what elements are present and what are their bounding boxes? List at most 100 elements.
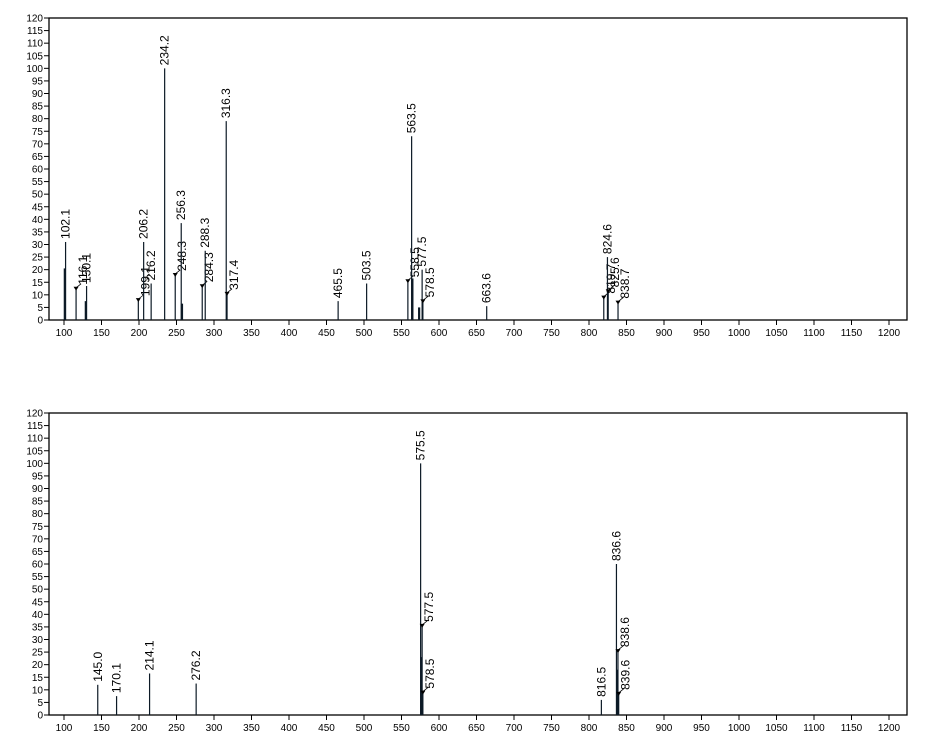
peak-marker-icon [616, 691, 622, 696]
peak-label: 316.3 [219, 88, 233, 118]
peak-label: 838.6 [618, 617, 632, 647]
y-tick-label: 50 [32, 585, 44, 596]
y-tick-label: 30 [32, 240, 44, 251]
y-tick-label: 65 [32, 152, 44, 163]
peak-marker-icon [405, 279, 411, 284]
x-tick-label: 800 [581, 723, 598, 734]
y-tick-label: 10 [32, 685, 44, 696]
peak-label: 578.5 [423, 267, 437, 297]
peak-label: 825.6 [608, 257, 622, 287]
x-tick-label: 150 [93, 723, 110, 734]
peak-label: 288.3 [198, 217, 212, 247]
y-tick-label: 45 [32, 597, 44, 608]
peak-label: 836.6 [609, 531, 623, 561]
y-tick-label: 100 [26, 64, 43, 75]
x-tick-label: 950 [693, 723, 710, 734]
x-tick-label: 350 [243, 328, 260, 339]
y-tick-label: 115 [27, 26, 43, 37]
peak-label: 284.3 [202, 252, 216, 282]
y-tick-label: 50 [32, 190, 44, 201]
y-tick-label: 60 [32, 560, 44, 571]
peak-label: 206.2 [137, 209, 151, 239]
peak-label: 214.1 [143, 640, 157, 670]
x-tick-label: 1200 [878, 723, 901, 734]
y-tick-label: 10 [32, 290, 44, 301]
y-tick-label: 20 [32, 660, 44, 671]
x-tick-label: 900 [656, 328, 673, 339]
peak-label: 577.5 [422, 592, 436, 622]
peak-label: 839.6 [619, 660, 633, 690]
x-tick-label: 250 [168, 723, 185, 734]
x-tick-label: 300 [206, 328, 223, 339]
y-tick-label: 5 [37, 698, 43, 709]
y-tick-label: 20 [32, 265, 44, 276]
y-tick-label: 40 [32, 610, 44, 621]
peak-label: 317.4 [227, 259, 241, 289]
peak-marker-icon [615, 300, 621, 305]
x-tick-label: 450 [318, 328, 335, 339]
x-tick-label: 500 [356, 328, 373, 339]
peak-marker-icon [224, 291, 230, 296]
x-tick-label: 600 [431, 723, 448, 734]
y-tick-label: 85 [32, 497, 44, 508]
y-tick-label: 45 [32, 202, 44, 213]
y-tick-label: 70 [32, 139, 44, 150]
y-tick-label: 15 [32, 673, 44, 684]
y-tick-label: 40 [32, 215, 44, 226]
y-tick-label: 5 [37, 303, 43, 314]
x-tick-label: 550 [393, 723, 410, 734]
x-tick-label: 200 [131, 328, 148, 339]
x-tick-label: 400 [281, 328, 298, 339]
x-tick-label: 650 [468, 723, 485, 734]
y-tick-label: 85 [32, 102, 44, 113]
peak-label: 824.6 [600, 224, 614, 254]
peak-label: 577.5 [415, 236, 429, 266]
y-tick-label: 70 [32, 534, 44, 545]
spectrum-plot-bottom: 0510152025303540455055606570758085909510… [26, 409, 908, 734]
y-tick-label: 95 [32, 471, 44, 482]
x-tick-label: 1050 [765, 328, 788, 339]
peak-label: 216.2 [144, 250, 158, 280]
x-tick-label: 300 [206, 723, 223, 734]
y-tick-label: 30 [32, 635, 44, 646]
x-tick-label: 200 [131, 723, 148, 734]
y-tick-label: 105 [26, 51, 43, 62]
mass-spectrum-top: 0 5 10 15 20 25 30 35 40 45 50 55 60 65 70 75 80 85 90 95 10… [0, 0, 940, 370]
y-tick-label: 120 [26, 14, 43, 25]
x-tick-label: 350 [243, 723, 260, 734]
peak-label: 276.2 [189, 650, 203, 680]
y-tick-label: 110 [27, 434, 43, 445]
peak-label: 199.1 [138, 266, 152, 296]
y-tick-label: 0 [37, 711, 43, 722]
peak-label: 116.1 [76, 255, 90, 284]
peak-marker-icon [601, 295, 607, 300]
y-tick-label: 55 [32, 572, 44, 583]
y-tick-label: 0 [37, 316, 43, 327]
peak-marker-icon [420, 690, 426, 695]
peak-marker-icon [605, 289, 611, 294]
peak-label: 816.5 [594, 667, 608, 697]
peak-label: 130.1 [80, 253, 94, 283]
y-tick-label: 105 [26, 446, 43, 457]
x-tick-label: 1050 [765, 723, 788, 734]
x-tick-label: 150 [93, 328, 110, 339]
peak-label: 248.3 [175, 241, 189, 271]
x-tick-label: 900 [656, 723, 673, 734]
peak-marker-icon [172, 272, 178, 277]
peak-label: 234.2 [158, 35, 172, 65]
y-tick-label: 90 [32, 89, 44, 100]
y-tick-label: 55 [32, 177, 44, 188]
x-tick-label: 850 [618, 723, 635, 734]
peak-label: 170.1 [110, 663, 124, 693]
x-tick-label: 750 [543, 723, 560, 734]
x-tick-label: 1100 [803, 328, 825, 339]
x-tick-label: 1100 [803, 723, 825, 734]
peak-marker-icon [420, 299, 426, 304]
plot-frame [48, 17, 908, 321]
x-tick-label: 800 [581, 328, 598, 339]
y-tick-label: 25 [32, 253, 44, 264]
x-tick-label: 1000 [728, 723, 751, 734]
peak-label: 563.5 [405, 103, 419, 133]
x-tick-label: 100 [56, 723, 73, 734]
x-tick-label: 600 [431, 328, 448, 339]
